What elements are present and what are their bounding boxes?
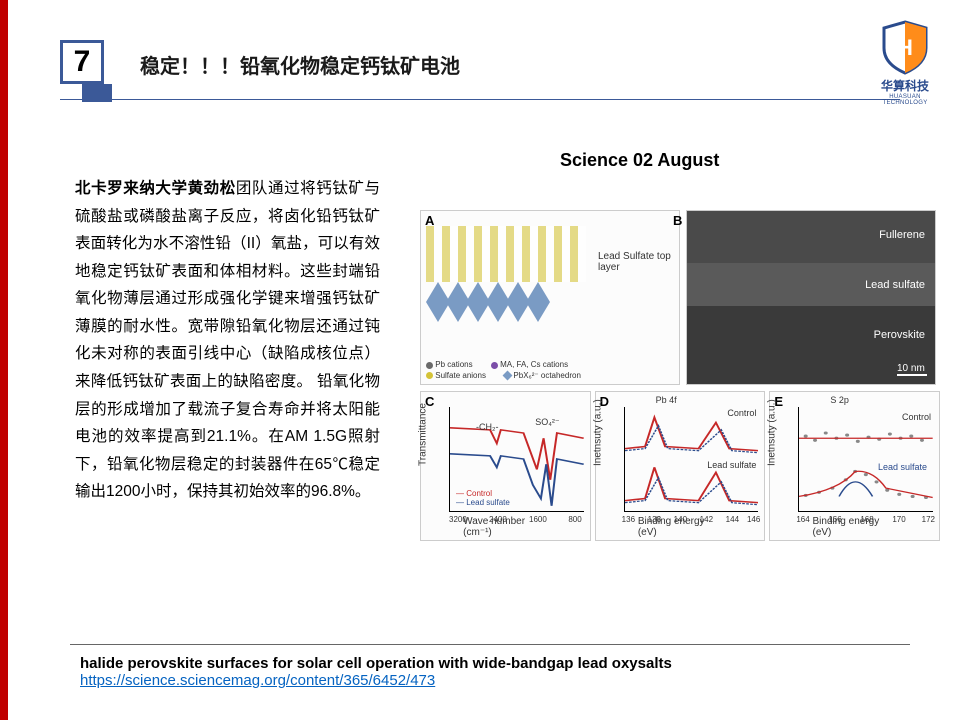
- panel-a-legend: Pb cations MA, FA, Cs cations Sulfate an…: [426, 360, 597, 381]
- logo-sub: HUASUAN TECHNOLOGY: [870, 94, 940, 106]
- panel-e-title: S 2p: [830, 395, 849, 405]
- panel-d-title: Pb 4f: [656, 395, 677, 405]
- logo-shield-icon: H: [880, 20, 930, 75]
- panel-e-ylabel: Inetnsuty (a.u.): [767, 399, 778, 466]
- panel-e-chart: [798, 407, 933, 512]
- footer: halide perovskite surfaces for solar cel…: [80, 644, 900, 690]
- red-accent-bar: [0, 0, 8, 720]
- number-accent: [82, 84, 112, 102]
- panel-b-layer2: Lead sulfate: [865, 279, 925, 291]
- panel-d-ann1: Control: [727, 408, 756, 418]
- panel-b-layer3: Perovskite: [874, 329, 925, 341]
- footer-divider: [70, 644, 910, 645]
- body-paragraph: 北卡罗来纳大学黄劲松团队通过将钙钛矿与硫酸盐或磷酸盐离子反应，将卤化铅钙钛矿表面…: [75, 175, 380, 506]
- reference-title: halide perovskite surfaces for solar cel…: [80, 655, 900, 672]
- panel-c-ylabel: Transmittance: [418, 403, 429, 466]
- panel-e-xlabel: Binding energy (eV): [813, 516, 897, 538]
- panel-c: C -CH₂- SO₄²⁻ — Control — Lead sulfate T…: [420, 391, 591, 541]
- slide-title: 稳定！！！铅氧化物稳定钙钛矿电池: [140, 50, 460, 79]
- panel-a-callout1: Lead Sulfate top layer: [598, 251, 673, 273]
- panel-e-ann1: Control: [902, 412, 931, 422]
- logo-brand: 华算科技: [870, 77, 940, 94]
- header: 7 稳定！！！铅氧化物稳定钙钛矿电池: [60, 40, 900, 100]
- slide-number-box: 7: [60, 40, 104, 84]
- reference-link[interactable]: https://science.sciencemag.org/content/3…: [80, 672, 435, 689]
- slide-number: 7: [74, 45, 91, 79]
- panel-a-structure: [426, 226, 586, 336]
- panel-e: E S 2p Control Lead sulfate Inetnsuty (a…: [769, 391, 940, 541]
- panel-c-legend: — Control — Lead sulfate: [456, 489, 510, 508]
- panel-b-scalebar: 10 nm: [897, 363, 927, 376]
- panel-a: A Lead Sulfate top layer Pb cations MA, …: [420, 210, 680, 385]
- panel-d: D Pb 4f Control Lead sulfate Inetnsuty (…: [595, 391, 766, 541]
- panel-b-layer1: Fullerene: [879, 229, 925, 241]
- panel-d-ylabel: Inetnsuty (a.u.): [592, 399, 603, 466]
- panel-b-label: B: [673, 213, 682, 228]
- figure-container: A Lead Sulfate top layer Pb cations MA, …: [420, 210, 940, 541]
- panel-e-ann2: Lead sulfate: [878, 462, 927, 472]
- journal-date: Science 02 August: [560, 150, 719, 171]
- body-rest: 团队通过将钙钛矿与硫酸盐或磷酸盐离子反应，将卤化铅钙钛矿表面转化为水不溶性铅（I…: [75, 180, 380, 500]
- panel-b: B Fullerene Lead sulfate Perovskite 10 n…: [686, 210, 936, 385]
- panel-d-ann2: Lead sulfate: [707, 460, 756, 470]
- panel-c-ann2: SO₄²⁻: [535, 417, 559, 428]
- panel-c-ann1: -CH₂-: [476, 422, 499, 432]
- logo: H 华算科技 HUASUAN TECHNOLOGY: [870, 20, 940, 106]
- body-bold: 北卡罗来纳大学黄劲松: [75, 180, 236, 197]
- svg-text:H: H: [897, 35, 913, 60]
